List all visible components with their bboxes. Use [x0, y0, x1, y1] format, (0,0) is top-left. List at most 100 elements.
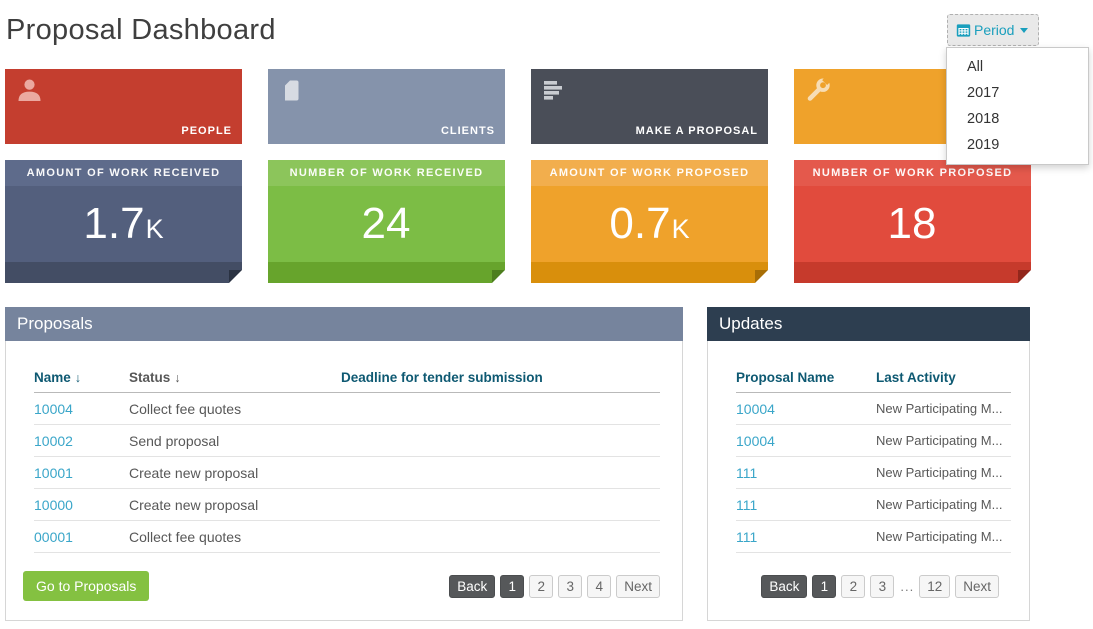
pagination-back-button[interactable]: Back: [761, 575, 808, 598]
column-header-deadline[interactable]: Deadline for tender submission: [341, 370, 543, 385]
proposal-deadline: [341, 425, 660, 456]
pagination-page-3[interactable]: 3: [558, 574, 583, 598]
updates-table: Proposal Name Last Activity 10004 New Pa…: [736, 363, 1011, 553]
proposal-deadline: [341, 489, 660, 520]
book-icon: [279, 77, 306, 109]
table-row: 00001 Collect fee quotes: [34, 521, 660, 553]
proposal-status: Send proposal: [129, 433, 220, 449]
nav-tile-label: MAKE A PROPOSAL: [635, 125, 758, 137]
period-button-label: Period: [974, 22, 1015, 38]
proposal-link[interactable]: 111: [736, 529, 758, 545]
nav-tile-make-a-proposal[interactable]: MAKE A PROPOSAL: [531, 69, 768, 144]
stat-footer: [531, 262, 768, 283]
proposal-deadline: [341, 457, 660, 488]
proposal-link[interactable]: 10000: [34, 497, 73, 513]
updates-panel-footer: Back 1 2 3 ... 12 Next: [756, 575, 999, 598]
list-item: 10004 New Participating M...: [736, 425, 1011, 457]
proposals-table-header-row: Name ↓ Status ↓ Deadline for tender submis…: [34, 363, 660, 393]
nav-tiles-row: PEOPLE CLIENTS: [5, 69, 1031, 144]
stat-tile-amount-proposed[interactable]: AMOUNT OF WORK PROPOSED 0.7 K: [531, 160, 768, 283]
pagination-next-button[interactable]: Next: [616, 574, 660, 598]
proposal-link[interactable]: 00001: [34, 529, 73, 545]
proposal-deadline: [341, 521, 660, 552]
pagination-page-2[interactable]: 2: [841, 575, 866, 598]
corner-fold-icon: [492, 270, 505, 283]
period-option-2018[interactable]: 2018: [967, 111, 1000, 127]
table-row: 10002 Send proposal: [34, 425, 660, 457]
list-item: 10004 New Participating M...: [736, 393, 1011, 425]
period-button[interactable]: Period: [947, 14, 1040, 46]
stat-title: AMOUNT OF WORK PROPOSED: [531, 160, 768, 186]
stat-tile-amount-received[interactable]: AMOUNT OF WORK RECEIVED 1.7 K: [5, 160, 242, 283]
proposal-link[interactable]: 111: [736, 497, 758, 513]
proposals-pagination: Back 1 2 3 4 Next: [444, 574, 660, 598]
last-activity-text: New Participating M...: [876, 433, 1003, 448]
proposals-panel: Proposals Name ↓ Status ↓ Deadline for ten…: [5, 307, 683, 621]
period-dropdown-menu: All 2017 2018 2019: [946, 47, 1089, 165]
stat-value: 24: [268, 186, 505, 262]
stat-tile-number-proposed[interactable]: NUMBER OF WORK PROPOSED 18: [794, 160, 1031, 283]
proposal-link[interactable]: 111: [736, 465, 758, 481]
proposals-panel-footer: Go to Proposals Back 1 2 3 4 Next: [23, 571, 660, 601]
last-activity-text: New Participating M...: [876, 401, 1003, 416]
proposal-status: Create new proposal: [129, 465, 259, 481]
pagination-page-1[interactable]: 1: [812, 575, 837, 598]
stat-footer: [5, 262, 242, 283]
proposal-link[interactable]: 10001: [34, 465, 73, 481]
corner-fold-icon: [1018, 270, 1031, 283]
sort-descending-icon: ↓: [174, 371, 181, 385]
sort-descending-icon: ↓: [74, 371, 82, 385]
column-header-status[interactable]: Status ↓: [129, 370, 181, 385]
stat-tile-number-received[interactable]: NUMBER OF WORK RECEIVED 24: [268, 160, 505, 283]
pagination-page-12[interactable]: 12: [919, 575, 951, 598]
table-row: 10001 Create new proposal: [34, 457, 660, 489]
nav-tile-clients[interactable]: CLIENTS: [268, 69, 505, 144]
go-to-proposals-button[interactable]: Go to Proposals: [23, 571, 150, 601]
period-option-2017[interactable]: 2017: [967, 85, 1000, 101]
wrench-icon: [805, 75, 833, 109]
proposal-link[interactable]: 10004: [736, 401, 775, 417]
proposal-status: Collect fee quotes: [129, 401, 242, 417]
nav-tile-label: CLIENTS: [440, 125, 495, 137]
last-activity-text: New Participating M...: [876, 465, 1003, 480]
stat-title: AMOUNT OF WORK RECEIVED: [5, 160, 242, 186]
pagination-back-button[interactable]: Back: [449, 574, 496, 598]
proposal-link[interactable]: 10004: [34, 401, 73, 417]
list-item: 111 New Participating M...: [736, 457, 1011, 489]
stat-value: 0.7 K: [531, 186, 768, 262]
stat-footer: [794, 262, 1031, 283]
pagination-next-button[interactable]: Next: [955, 575, 999, 598]
proposal-link[interactable]: 10002: [34, 433, 73, 449]
calendar-icon: [956, 23, 971, 38]
column-header-name[interactable]: Name ↓: [34, 370, 82, 385]
last-activity-text: New Participating M...: [876, 529, 1003, 544]
stat-value: 1.7 K: [5, 186, 242, 262]
updates-table-header-row: Proposal Name Last Activity: [736, 363, 1011, 393]
period-option-2019[interactable]: 2019: [967, 137, 1000, 153]
corner-fold-icon: [755, 270, 768, 283]
updates-panel: Updates Proposal Name Last Activity 1000…: [707, 307, 1030, 621]
proposal-status: Create new proposal: [129, 497, 259, 513]
chevron-down-icon: [1020, 27, 1029, 33]
period-option-all[interactable]: All: [967, 59, 984, 75]
nav-tile-people[interactable]: PEOPLE: [5, 69, 242, 144]
updates-pagination: Back 1 2 3 ... 12 Next: [756, 575, 999, 598]
proposal-deadline: [341, 393, 660, 424]
updates-panel-title: Updates: [707, 307, 1030, 341]
proposal-link[interactable]: 10004: [736, 433, 775, 449]
pagination-page-3[interactable]: 3: [870, 575, 895, 598]
stat-value: 18: [794, 186, 1031, 262]
column-header-last-activity: Last Activity: [876, 370, 956, 385]
pagination-page-2[interactable]: 2: [529, 574, 554, 598]
pagination-ellipsis: ...: [900, 579, 915, 594]
page-title: Proposal Dashboard: [6, 14, 276, 46]
stat-footer: [268, 262, 505, 283]
table-row: 10000 Create new proposal: [34, 489, 660, 521]
table-row: 10004 Collect fee quotes: [34, 393, 660, 425]
stat-tiles-row: AMOUNT OF WORK RECEIVED 1.7 K NUMBER OF W…: [5, 160, 1031, 283]
column-header-proposal-name: Proposal Name: [736, 370, 835, 385]
text-lines-icon: [542, 77, 569, 109]
pagination-page-1[interactable]: 1: [500, 574, 525, 598]
pagination-page-4[interactable]: 4: [587, 574, 612, 598]
